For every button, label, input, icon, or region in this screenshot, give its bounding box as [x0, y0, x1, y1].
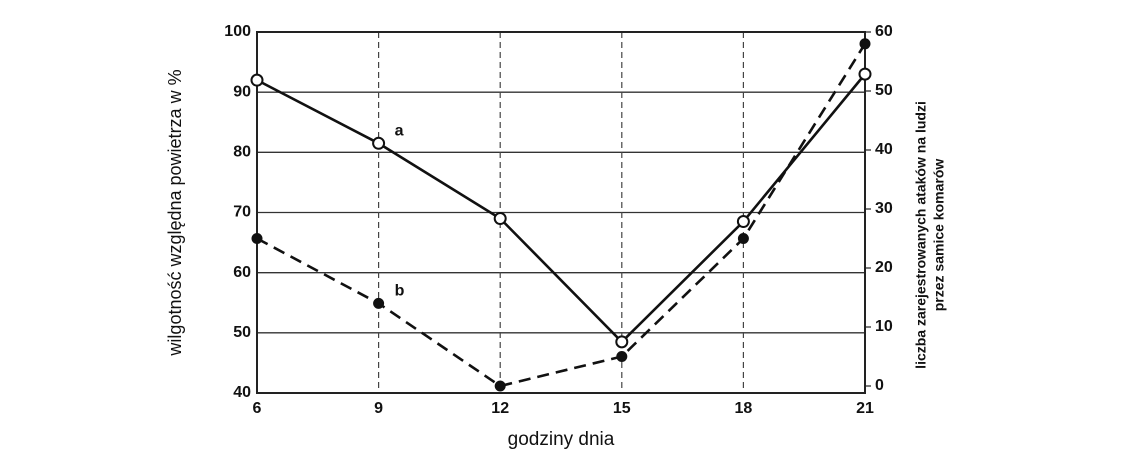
y-axis-label: wilgotność względna powietrza w %: [165, 69, 185, 356]
y-tick-label: 100: [224, 23, 251, 40]
y-tick-label: 90: [233, 83, 251, 100]
data-point: [372, 136, 386, 150]
y-tick-label: 50: [233, 324, 251, 341]
y-tick-label: 60: [233, 264, 251, 281]
y2-tick-label: 20: [875, 259, 893, 276]
data-point: [737, 233, 749, 244]
y-tick-label: 80: [233, 144, 251, 161]
data-point: [250, 73, 264, 87]
x-tick-label: 18: [735, 400, 753, 417]
data-point: [373, 297, 385, 309]
data-point: [251, 233, 263, 244]
x-tick-label: 9: [374, 400, 383, 417]
data-point: [859, 38, 871, 50]
x-tick-label: 6: [253, 400, 262, 417]
y-tick-label: 40: [233, 384, 251, 401]
series-line: [256, 73, 867, 344]
y2-tick-label: 0: [875, 377, 884, 394]
y2-tick-label: 30: [875, 200, 893, 217]
x-tick-label: 21: [856, 400, 874, 417]
x-tick-label: 15: [613, 400, 631, 417]
y2-tick-label: 10: [875, 318, 893, 335]
y2-axis-label: liczba zarejestrowanych ataków na ludzi: [913, 101, 929, 369]
x-tick-label: 12: [491, 400, 509, 417]
y2-tick-label: 50: [875, 82, 893, 99]
y2-tick-label: 40: [875, 141, 893, 158]
series-label: b: [395, 283, 405, 300]
data-point: [616, 351, 628, 362]
plot-frame: [256, 31, 866, 394]
data-point: [615, 335, 629, 349]
data-point: [858, 67, 872, 81]
series-line: [256, 43, 867, 388]
series-label: a: [395, 123, 404, 140]
x-axis-label: godziny dnia: [508, 429, 615, 450]
y-tick-label: 70: [233, 204, 251, 221]
y2-tick-label: 60: [875, 23, 893, 40]
data-point: [493, 212, 507, 226]
y2-axis-label: przez samice komarów: [931, 159, 947, 312]
data-point: [494, 380, 506, 392]
data-point: [736, 215, 750, 229]
